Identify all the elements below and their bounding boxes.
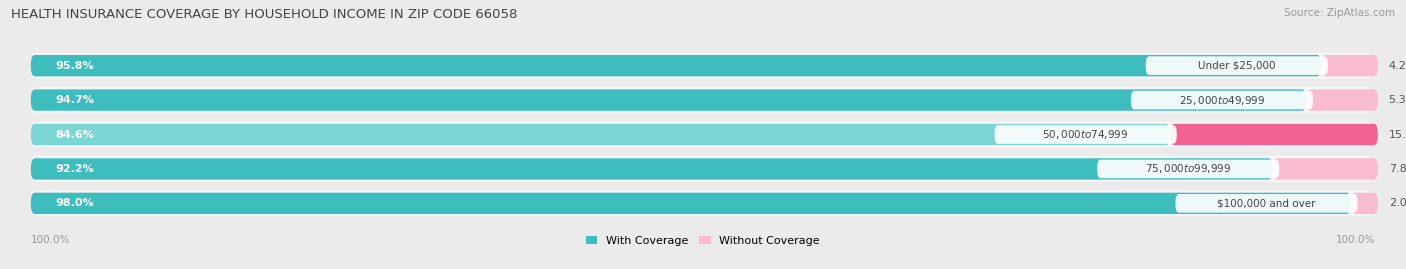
- Text: 15.4%: 15.4%: [1389, 129, 1406, 140]
- FancyBboxPatch shape: [31, 193, 1351, 214]
- Text: 4.2%: 4.2%: [1389, 61, 1406, 71]
- FancyBboxPatch shape: [31, 89, 1306, 111]
- FancyBboxPatch shape: [1097, 160, 1279, 178]
- FancyBboxPatch shape: [994, 125, 1177, 144]
- FancyBboxPatch shape: [31, 124, 1170, 145]
- Text: $25,000 to $49,999: $25,000 to $49,999: [1178, 94, 1265, 107]
- FancyBboxPatch shape: [31, 55, 1322, 76]
- Text: 100.0%: 100.0%: [31, 235, 70, 245]
- Text: $100,000 and over: $100,000 and over: [1218, 198, 1316, 208]
- Text: 7.8%: 7.8%: [1389, 164, 1406, 174]
- Text: 2.0%: 2.0%: [1389, 198, 1406, 208]
- FancyBboxPatch shape: [31, 156, 1372, 182]
- Text: Source: ZipAtlas.com: Source: ZipAtlas.com: [1284, 8, 1395, 18]
- Text: 92.2%: 92.2%: [55, 164, 94, 174]
- Legend: With Coverage, Without Coverage: With Coverage, Without Coverage: [586, 236, 820, 246]
- Text: 94.7%: 94.7%: [55, 95, 94, 105]
- FancyBboxPatch shape: [1351, 193, 1378, 214]
- Text: $75,000 to $99,999: $75,000 to $99,999: [1144, 162, 1232, 175]
- Text: 98.0%: 98.0%: [55, 198, 94, 208]
- FancyBboxPatch shape: [1170, 124, 1378, 145]
- Text: 5.3%: 5.3%: [1389, 95, 1406, 105]
- FancyBboxPatch shape: [31, 87, 1372, 113]
- Text: 100.0%: 100.0%: [1336, 235, 1375, 245]
- Text: 84.6%: 84.6%: [55, 129, 94, 140]
- FancyBboxPatch shape: [31, 190, 1372, 217]
- FancyBboxPatch shape: [31, 52, 1372, 79]
- FancyBboxPatch shape: [1322, 55, 1378, 76]
- FancyBboxPatch shape: [31, 158, 1272, 180]
- FancyBboxPatch shape: [1306, 89, 1378, 111]
- Text: 95.8%: 95.8%: [55, 61, 94, 71]
- Text: $50,000 to $74,999: $50,000 to $74,999: [1042, 128, 1129, 141]
- FancyBboxPatch shape: [31, 121, 1372, 148]
- FancyBboxPatch shape: [1130, 91, 1313, 109]
- FancyBboxPatch shape: [1146, 56, 1327, 75]
- Text: HEALTH INSURANCE COVERAGE BY HOUSEHOLD INCOME IN ZIP CODE 66058: HEALTH INSURANCE COVERAGE BY HOUSEHOLD I…: [11, 8, 517, 21]
- FancyBboxPatch shape: [1272, 158, 1378, 180]
- FancyBboxPatch shape: [1175, 194, 1358, 213]
- Text: Under $25,000: Under $25,000: [1198, 61, 1275, 71]
